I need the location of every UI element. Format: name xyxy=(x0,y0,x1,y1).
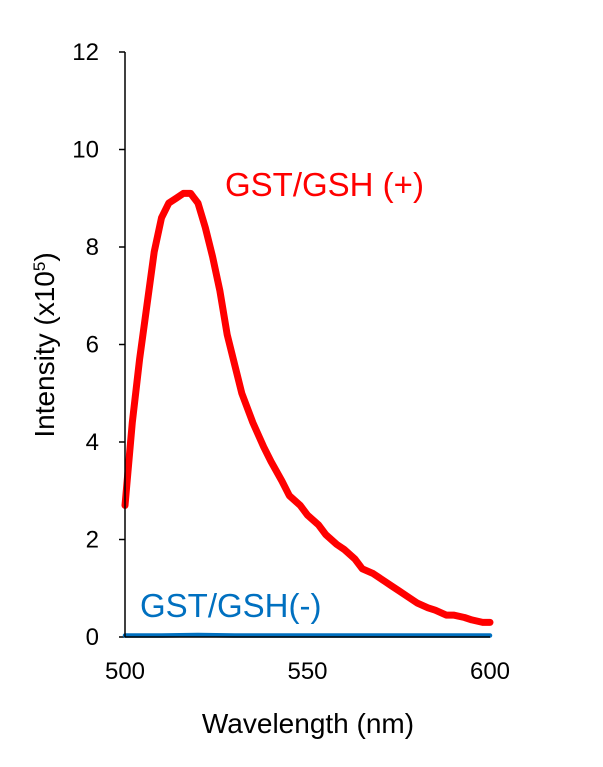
y-tick-label: 0 xyxy=(86,624,99,651)
y-tick-label: 2 xyxy=(86,527,99,554)
y-tick-label: 4 xyxy=(86,429,99,456)
y-axis-title-base: Intensity (x10 xyxy=(29,271,60,438)
series-line-gst-gsh-plus xyxy=(121,189,494,626)
y-tick-label: 10 xyxy=(72,137,99,164)
series-line-gst-gsh-minus xyxy=(122,632,493,638)
y-tick-label: 6 xyxy=(86,332,99,359)
y-axis-title: Intensity (x105) xyxy=(29,252,60,437)
x-tick-label: 600 xyxy=(470,658,510,685)
annotation-gst-gsh-minus: GST/GSH(-) xyxy=(140,587,321,624)
x-axis-ticks: 500 550 600 xyxy=(105,658,510,685)
annotation-gst-gsh-plus: GST/GSH (+) xyxy=(225,166,424,203)
y-axis-ticks: 0 2 4 6 8 10 12 xyxy=(72,39,125,651)
x-tick-label: 550 xyxy=(287,658,327,685)
y-axis-title-end: ) xyxy=(29,252,60,261)
y-axis-title-sup: 5 xyxy=(30,262,49,271)
x-tick-label: 500 xyxy=(105,658,145,685)
y-tick-label: 12 xyxy=(72,39,99,66)
series-layer xyxy=(121,189,494,638)
x-axis-title: Wavelength (nm) xyxy=(202,708,414,739)
y-tick-label: 8 xyxy=(86,234,99,261)
